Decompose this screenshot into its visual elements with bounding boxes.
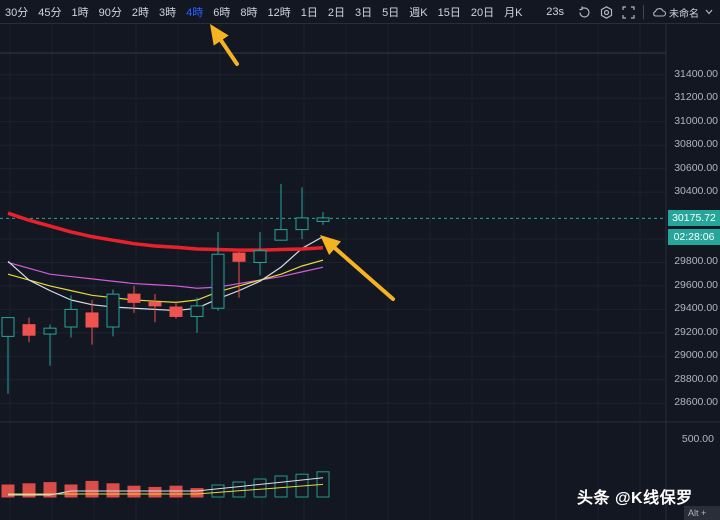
volume-bar <box>253 478 267 498</box>
timeframe-button[interactable]: 1日 <box>300 6 318 19</box>
layout-name-text: 未命名 <box>669 8 699 20</box>
settings-icon[interactable] <box>599 5 613 19</box>
price-axis-label: 29600.00 <box>674 278 718 291</box>
price-axis-label: 30400.00 <box>674 185 718 198</box>
candle-body <box>295 217 309 231</box>
ma-long-line <box>7 211 324 252</box>
volume-bar <box>106 483 120 498</box>
price-axis-label: 30600.00 <box>674 161 718 174</box>
volume-bar <box>43 482 57 498</box>
timeframe-button[interactable]: 3日 <box>355 6 373 19</box>
watermark-text: 头条 @K线保罗 <box>577 490 693 507</box>
price-axis-label: 28800.00 <box>674 372 718 385</box>
alt-shortcut-badge[interactable]: Alt + <box>684 506 720 520</box>
chart-area[interactable] <box>0 24 720 520</box>
candle-body <box>169 306 183 317</box>
toolbar-divider <box>643 5 644 19</box>
volume-bar <box>232 481 246 498</box>
candle-body <box>1 317 15 337</box>
candle-body <box>274 229 288 241</box>
toolbar-right: 23s 未命名 <box>541 0 720 24</box>
candle-body <box>148 301 162 307</box>
chevron-down-icon <box>702 5 716 19</box>
price-axis-label: 29000.00 <box>674 349 718 362</box>
price-axis-label: 30800.00 <box>674 138 718 151</box>
timeframe-button[interactable]: 3時 <box>159 6 177 19</box>
price-axis-label: 31000.00 <box>674 114 718 127</box>
timeframe-button[interactable]: 5日 <box>382 6 400 19</box>
timeframe-button[interactable]: 1時 <box>71 6 89 19</box>
volume-ma-white <box>8 477 324 496</box>
price-axis-label: 31400.00 <box>674 67 718 80</box>
annotation-arrow-price-head <box>320 235 341 255</box>
ma-yellow-line <box>7 259 324 303</box>
volume-axis-label: 500.00 <box>681 433 714 445</box>
current-price-label: 30175.72 <box>668 210 720 226</box>
timeframe-button[interactable]: 6時 <box>213 6 231 19</box>
timeframe-button[interactable]: 2日 <box>327 6 345 19</box>
volume-bar <box>190 488 204 498</box>
timeframe-toolbar: 30分 45分 1時 90分 2時 3時 4時 6時 8時 12時 1日 2日 3日 5日 週K 15日 20日… <box>0 0 720 24</box>
annotation-arrow-timeframe-head <box>210 24 229 46</box>
volume-bar <box>211 484 225 498</box>
timeframe-button[interactable]: 週K <box>409 6 428 19</box>
timeframe-button[interactable]: 90分 <box>98 6 122 19</box>
timeframe-button[interactable]: 2時 <box>131 6 149 19</box>
timeframe-button[interactable]: 12時 <box>267 6 291 19</box>
volume-bar <box>148 486 162 498</box>
candle-body <box>106 293 120 328</box>
candle-body <box>211 253 225 309</box>
timeframe-button[interactable]: 20日 <box>470 6 495 19</box>
ma-white-line <box>7 236 324 312</box>
candle-body <box>64 308 78 328</box>
bar-countdown-label: 02:28:06 <box>668 229 720 245</box>
price-axis-label: 29200.00 <box>674 325 718 338</box>
volume-ma-yellow <box>8 483 324 495</box>
interval-countdown[interactable]: 23s <box>546 6 564 18</box>
annotation-arrow-timeframe-shaft <box>219 38 239 66</box>
candle-body <box>232 252 246 262</box>
candle-body <box>127 293 141 303</box>
timeframe-button[interactable]: 月K <box>504 6 523 19</box>
timeframe-button[interactable]: 8時 <box>240 6 258 19</box>
candle-body <box>43 327 57 335</box>
price-axis-label: 29800.00 <box>674 255 718 268</box>
price-axis-label: 29400.00 <box>674 302 718 315</box>
candle-body <box>85 312 99 328</box>
annotation-arrow-price-shaft <box>333 246 395 301</box>
fullscreen-icon[interactable] <box>621 5 635 19</box>
candle-body <box>316 217 330 222</box>
replay-icon[interactable] <box>577 5 591 19</box>
candlestick-chart[interactable] <box>0 24 720 520</box>
timeframe-button[interactable]: 15日 <box>437 6 461 19</box>
candle-body <box>190 305 204 317</box>
volume-bar <box>274 475 288 498</box>
candle-body <box>22 324 36 336</box>
volume-bar <box>127 485 141 498</box>
timeframe-button[interactable]: 4時 <box>186 6 204 19</box>
cloud-icon <box>652 5 666 19</box>
price-axis-label: 31200.00 <box>674 91 718 104</box>
timeframe-button[interactable]: 30分 <box>5 6 29 19</box>
timeframe-button[interactable]: 45分 <box>38 6 62 19</box>
candle-body <box>253 250 267 263</box>
price-axis-label: 28600.00 <box>674 396 718 409</box>
volume-bar <box>85 480 99 498</box>
layout-selector[interactable]: 未命名 <box>652 5 716 20</box>
ma-purple-line <box>7 261 324 289</box>
volume-bar <box>169 485 183 498</box>
